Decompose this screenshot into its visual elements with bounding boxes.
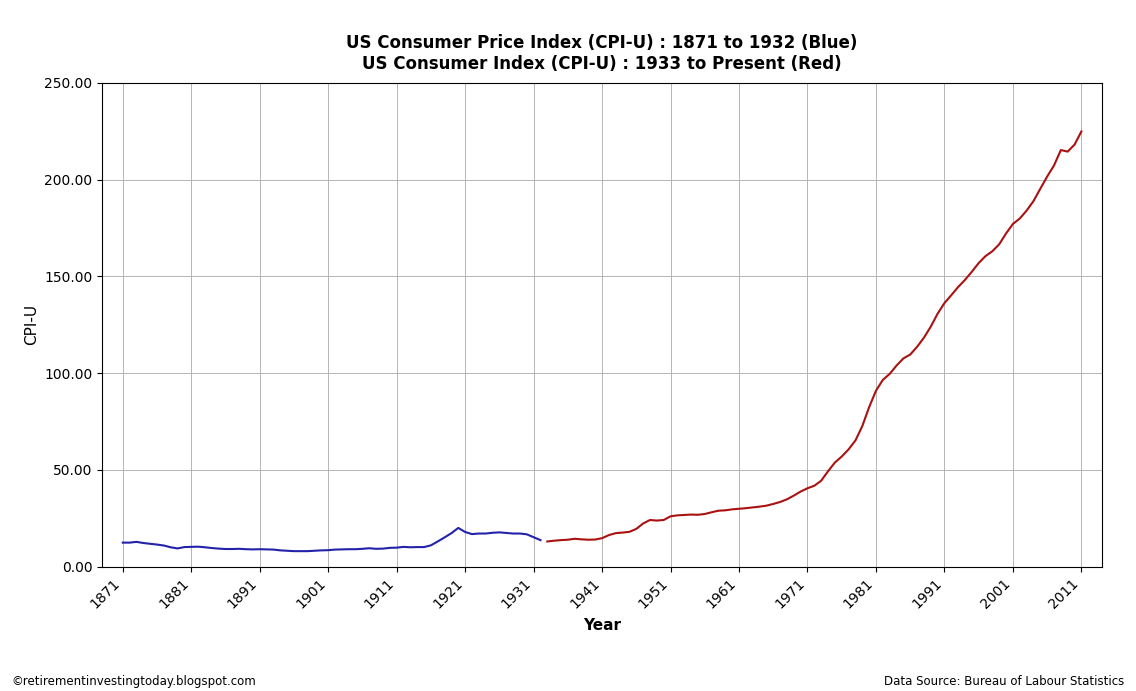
- X-axis label: Year: Year: [583, 618, 621, 633]
- Y-axis label: CPI-U: CPI-U: [24, 304, 39, 346]
- Text: ©retirementinvestingtoday.blogspot.com: ©retirementinvestingtoday.blogspot.com: [11, 674, 256, 688]
- Title: US Consumer Price Index (CPI-U) : 1871 to 1932 (Blue)
US Consumer Index (CPI-U) : US Consumer Price Index (CPI-U) : 1871 t…: [346, 35, 858, 73]
- Text: Data Source: Bureau of Labour Statistics: Data Source: Bureau of Labour Statistics: [885, 674, 1125, 688]
